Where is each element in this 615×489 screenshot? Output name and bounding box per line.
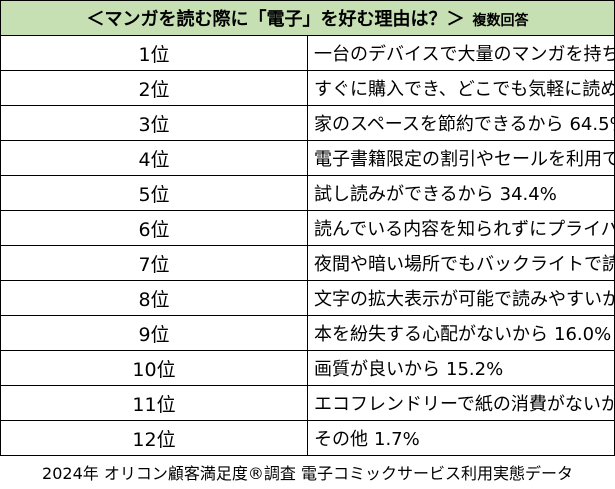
table-row: 8位文字の拡大表示が可能で読みやすいから25.2% xyxy=(0,280,615,316)
reason-cell: エコフレンドリーで紙の消費がないから13.5% xyxy=(307,385,615,421)
reason-text: 試し読みができるから xyxy=(314,184,494,205)
rank-label: 3位 xyxy=(0,105,308,141)
table-row: 10位 画質が良いから 15.2% xyxy=(0,350,615,386)
reason-cell: 画質が良いから 15.2% xyxy=(307,350,615,386)
reason-text: 画質が良いから xyxy=(314,359,440,380)
chart-subtitle: 複数回答 xyxy=(472,13,529,29)
reason-cell: 夜間や暗い場所でもバックライトで読めるから26.6% xyxy=(307,245,615,281)
reason-text: 家のスペースを節約できるから xyxy=(314,114,564,135)
table-row: 1位一台のデバイスで大量のマンガを持ち運べるから67.1% xyxy=(0,35,615,71)
rank-label: 5位 xyxy=(0,175,308,211)
reason-cell: 本を紛失する心配がないから 16.0% xyxy=(307,315,615,351)
table-row: 12位 その他 1.7% xyxy=(0,420,615,456)
header-row: ＜マンガを読む際に「電子」を好む理由は？＞ 複数回答 xyxy=(0,0,615,36)
reason-text: 電子書籍限定の割引やセールを利用できるから xyxy=(314,149,614,170)
chart-header: ＜マンガを読む際に「電子」を好む理由は？＞ 複数回答 xyxy=(0,0,615,36)
reason-cell: すぐに購入でき、どこでも気軽に読めるから66.8% xyxy=(307,70,615,106)
rank-label: 11位 xyxy=(0,385,308,421)
table-row: 4位電子書籍限定の割引やセールを利用できるから35.7% xyxy=(0,140,615,176)
rank-label: 9位 xyxy=(0,315,308,351)
reason-text: 読んでいる内容を知られずにプライバシーを保てるから xyxy=(314,219,614,240)
reason-cell: 電子書籍限定の割引やセールを利用できるから35.7% xyxy=(307,140,615,176)
percentage-value: 1.7% xyxy=(374,429,420,450)
table-row: 7位夜間や暗い場所でもバックライトで読めるから26.6% xyxy=(0,245,615,281)
table-row: 5位 試し読みができるから 34.4% xyxy=(0,175,615,211)
source-note: 2024年 オリコン顧客満足度®調査 電子コミックサービス利用実態データ xyxy=(42,464,573,483)
chart-title: ＜マンガを読む際に「電子」を好む理由は？＞ xyxy=(86,9,465,30)
reason-text: 夜間や暗い場所でもバックライトで読めるから xyxy=(314,254,614,275)
rank-label: 10位 xyxy=(0,350,308,386)
reason-text: エコフレンドリーで紙の消費がないから xyxy=(314,394,615,415)
reason-cell: 読んでいる内容を知られずにプライバシーを保てるから27.9% xyxy=(307,210,615,246)
table-row: 9位 本を紛失する心配がないから 16.0% xyxy=(0,315,615,351)
reason-text: 本を紛失する心配がないから xyxy=(314,324,548,345)
reason-cell: 一台のデバイスで大量のマンガを持ち運べるから67.1% xyxy=(307,35,615,71)
ranking-rows: 1位一台のデバイスで大量のマンガを持ち運べるから67.1%2位すぐに購入でき、ど… xyxy=(0,35,615,456)
percentage-value: 16.0% xyxy=(554,324,612,345)
reason-text: 一台のデバイスで大量のマンガを持ち運べるから xyxy=(314,44,614,65)
table-row: 11位エコフレンドリーで紙の消費がないから13.5% xyxy=(0,385,615,421)
rank-label: 7位 xyxy=(0,245,308,281)
rank-label: 6位 xyxy=(0,210,308,246)
reason-cell: その他 1.7% xyxy=(307,420,615,456)
rank-label: 1位 xyxy=(0,35,308,71)
reason-text: その他 xyxy=(314,429,368,450)
reason-cell: 試し読みができるから 34.4% xyxy=(307,175,615,211)
percentage-value: 64.5% xyxy=(569,114,613,135)
percentage-value: 15.2% xyxy=(446,359,504,380)
table-row: 6位読んでいる内容を知られずにプライバシーを保てるから27.9% xyxy=(0,210,615,246)
rank-label: 4位 xyxy=(0,140,308,176)
rank-label: 8位 xyxy=(0,280,308,316)
rank-label: 2位 xyxy=(0,70,308,106)
percentage-value: 34.4% xyxy=(499,184,557,205)
reason-cell: 文字の拡大表示が可能で読みやすいから25.2% xyxy=(307,280,615,316)
ranking-table: ＜マンガを読む際に「電子」を好む理由は？＞ 複数回答 1位 一台のデバイスで大量のマ… xyxy=(0,0,615,456)
reason-text: すぐに購入でき、どこでも気軽に読めるから xyxy=(314,79,614,100)
reason-text: 文字の拡大表示が可能で読みやすいから xyxy=(314,289,615,310)
rank-label: 12位 xyxy=(0,420,308,456)
